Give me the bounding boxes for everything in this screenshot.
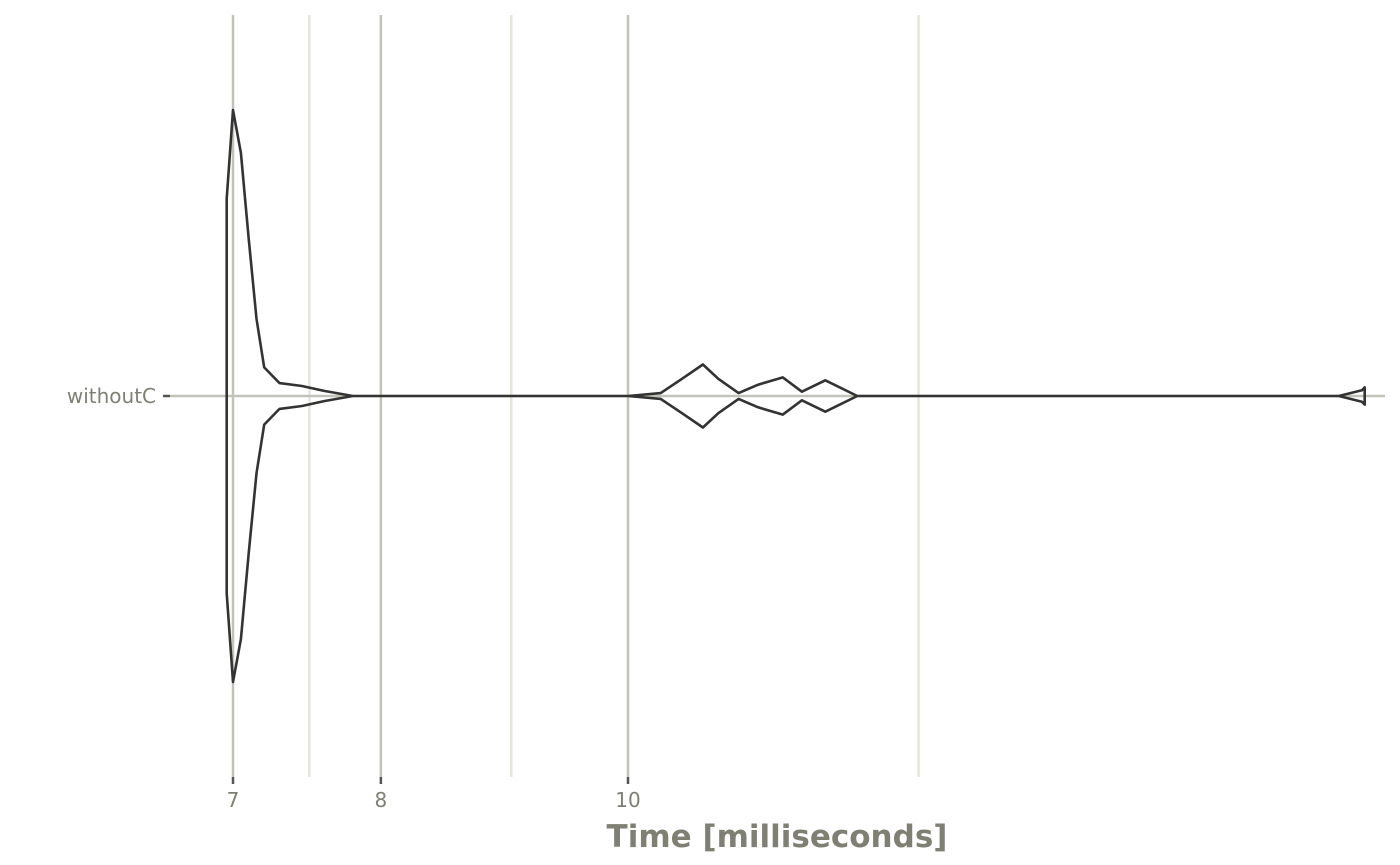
x-tick-label: 10: [615, 788, 640, 812]
x-tick-label: 8: [375, 788, 388, 812]
x-tick-label: 7: [227, 788, 240, 812]
violin-withoutC: [225, 108, 1366, 684]
violin-layer: [225, 108, 1366, 684]
x-axis: 7 8 10: [227, 777, 641, 812]
category-label: withoutC: [67, 384, 156, 408]
x-axis-title: Time [milliseconds]: [607, 819, 948, 855]
